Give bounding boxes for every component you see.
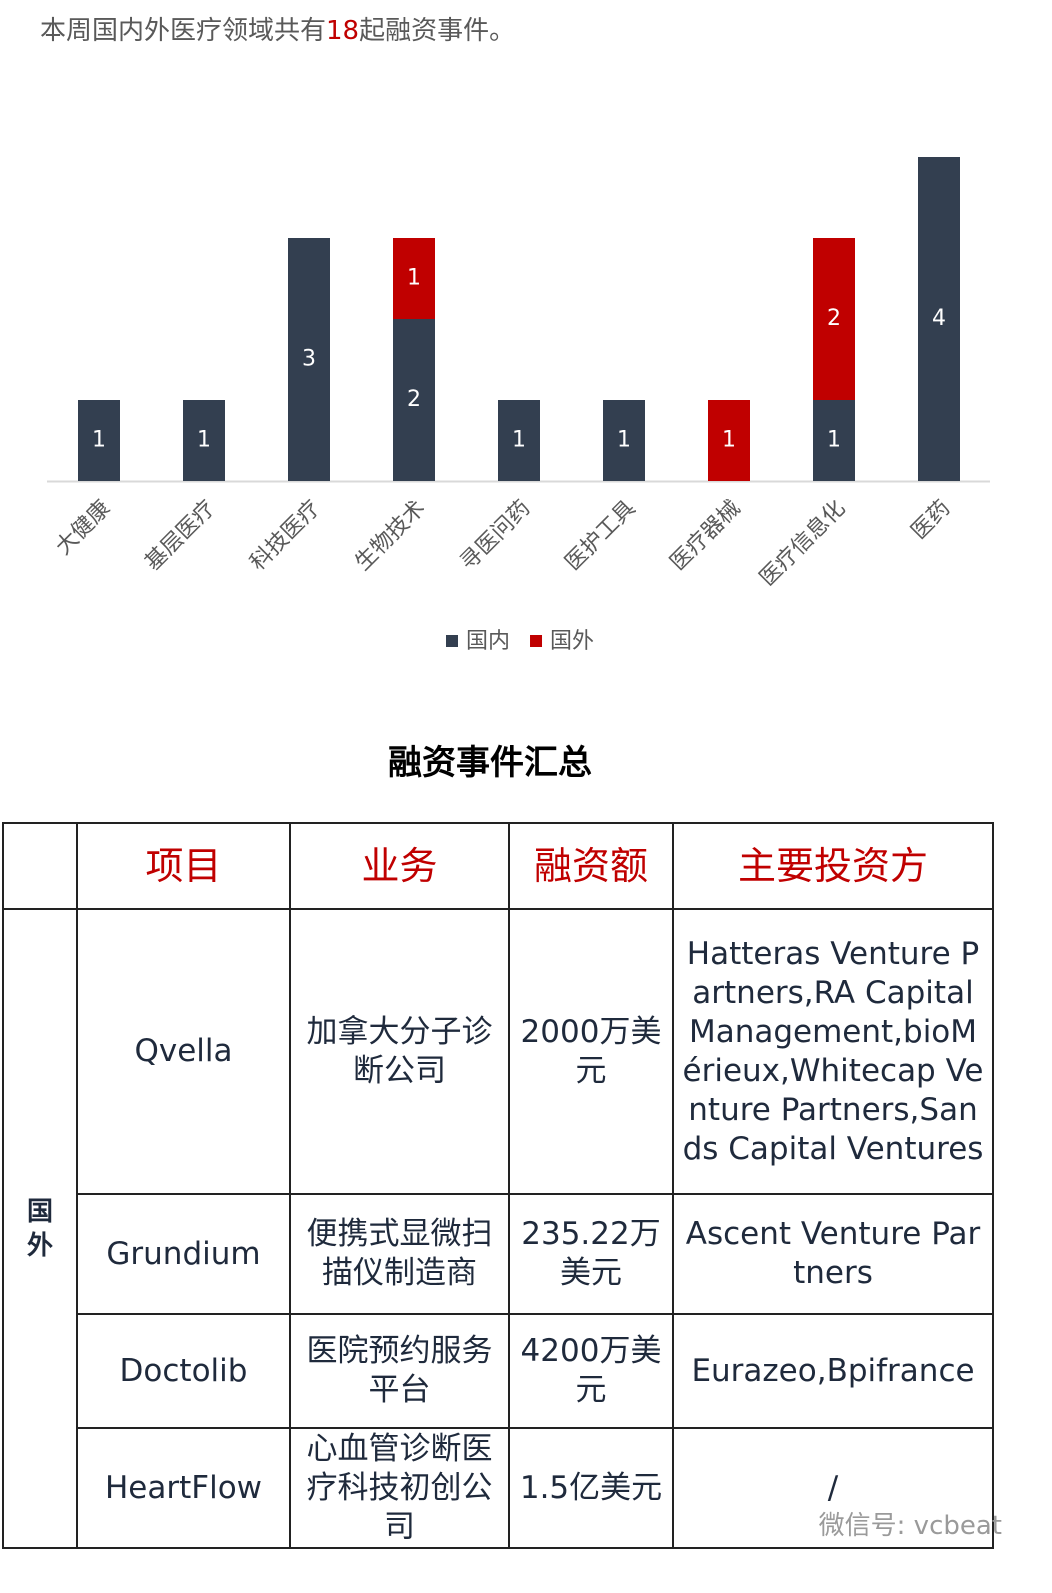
bar-segment bbox=[183, 400, 225, 481]
data-label: 1 bbox=[512, 428, 526, 453]
table-cell: 235.22万美元 bbox=[508, 1193, 674, 1315]
data-label: 3 bbox=[302, 347, 316, 372]
table-cell: Ascent Venture Partners bbox=[672, 1193, 994, 1315]
table-row: Doctolib 医院预约服务平台 4200万美元 Eurazeo,Bpifrance bbox=[3, 1313, 994, 1429]
table-row: 项目 业务 融资额 主要投资方 bbox=[2, 822, 994, 910]
table-cell: 1.5亿美元 bbox=[508, 1427, 674, 1549]
header-cell: 业务 bbox=[289, 822, 510, 910]
table-cell: 4200万美元 bbox=[508, 1313, 674, 1429]
header-cell: 项目 bbox=[76, 822, 291, 910]
intro-text: 本周国内外医疗领域共有 bbox=[40, 16, 327, 46]
table-cell: 心血管诊断医疗科技初创公司 bbox=[289, 1427, 510, 1549]
funding-table: 项目 业务 融资额 主要投资方 国外 Qvella 加拿大分子诊断公司 2000万美元 Hatt… bbox=[2, 822, 994, 1549]
data-label: 1 bbox=[617, 428, 631, 453]
table-cell: Grundium bbox=[76, 1193, 291, 1315]
legend-swatch bbox=[446, 635, 458, 647]
x-tick-label: 寻医问药 bbox=[456, 496, 536, 576]
watermark: 微信号: vcbeat bbox=[818, 1511, 1002, 1541]
data-label: 2 bbox=[407, 387, 421, 412]
bar-segment bbox=[393, 238, 435, 319]
x-tick-label: 医药 bbox=[907, 496, 956, 545]
bar-segment bbox=[813, 238, 855, 400]
legend-label: 国内 bbox=[466, 629, 510, 654]
chart: 1 大健康 1 基层医疗 3 科技医疗 2 1 生物技术 1 寻医问药 1 医护工具 1 医疗器械 1 2 医疗信… bbox=[47, 157, 990, 654]
table-cell: 加拿大分子诊断公司 bbox=[289, 908, 510, 1195]
bar-segment bbox=[918, 157, 960, 481]
table-cell: Hatteras Venture Partners,RA Capital Man… bbox=[672, 908, 994, 1195]
header-blank bbox=[2, 822, 78, 909]
legend-label: 国外 bbox=[550, 629, 594, 654]
table-cell: Doctolib bbox=[76, 1313, 291, 1429]
table-cell: / bbox=[672, 1427, 994, 1549]
table-cell: 医院预约服务平台 bbox=[289, 1313, 510, 1429]
data-label: 1 bbox=[407, 266, 421, 291]
bar-segment bbox=[498, 400, 540, 481]
bar-segment bbox=[288, 238, 330, 481]
x-tick-label: 医疗器械 bbox=[666, 496, 746, 576]
x-tick-label: 生物技术 bbox=[351, 496, 431, 576]
table-cell: HeartFlow bbox=[76, 1427, 291, 1549]
table-cell: 2000万美元 bbox=[508, 908, 674, 1195]
table-row: 国外 Qvella 加拿大分子诊断公司 2000万美元 Hatteras Venture… bbox=[2, 908, 994, 1549]
data-label: 1 bbox=[827, 428, 841, 453]
x-tick-label: 大健康 bbox=[51, 496, 115, 560]
data-label: 1 bbox=[722, 428, 736, 453]
bar-segment bbox=[393, 319, 435, 481]
bar-segment bbox=[708, 400, 750, 481]
table-row: Grundium 便携式显微扫描仪制造商 235.22万美元 Ascent Ventu… bbox=[3, 1193, 994, 1315]
intro: 本周国内外医疗领域共有18起融资事件。 bbox=[40, 10, 515, 47]
bar-segment bbox=[603, 400, 645, 481]
x-tick-label: 科技医疗 bbox=[246, 496, 326, 576]
table-cell: Qvella bbox=[76, 908, 291, 1195]
group-label: 国外 bbox=[2, 908, 78, 1549]
table-cell: 便携式显微扫描仪制造商 bbox=[289, 1193, 510, 1315]
data-label: 1 bbox=[92, 428, 106, 453]
header-cell: 主要投资方 bbox=[672, 822, 994, 910]
table-row: HeartFlow 心血管诊断医疗科技初创公司 1.5亿美元 / bbox=[3, 1427, 994, 1549]
data-label: 1 bbox=[197, 428, 211, 453]
intro-text: 起融资事件。 bbox=[359, 16, 516, 46]
table-cell: Eurazeo,Bpifrance bbox=[672, 1313, 994, 1429]
x-tick-label: 医护工具 bbox=[561, 496, 641, 576]
data-label: 2 bbox=[827, 306, 841, 331]
table-title: 融资事件汇总 bbox=[388, 743, 592, 783]
bar-segment bbox=[813, 400, 855, 481]
bar-segment bbox=[78, 400, 120, 481]
header-cell: 融资额 bbox=[508, 822, 674, 910]
legend-swatch bbox=[530, 635, 543, 647]
x-tick-label: 医疗信息化 bbox=[755, 496, 850, 591]
event-count: 18 bbox=[326, 16, 360, 46]
data-label: 4 bbox=[932, 306, 946, 331]
x-tick-label: 基层医疗 bbox=[141, 496, 221, 576]
